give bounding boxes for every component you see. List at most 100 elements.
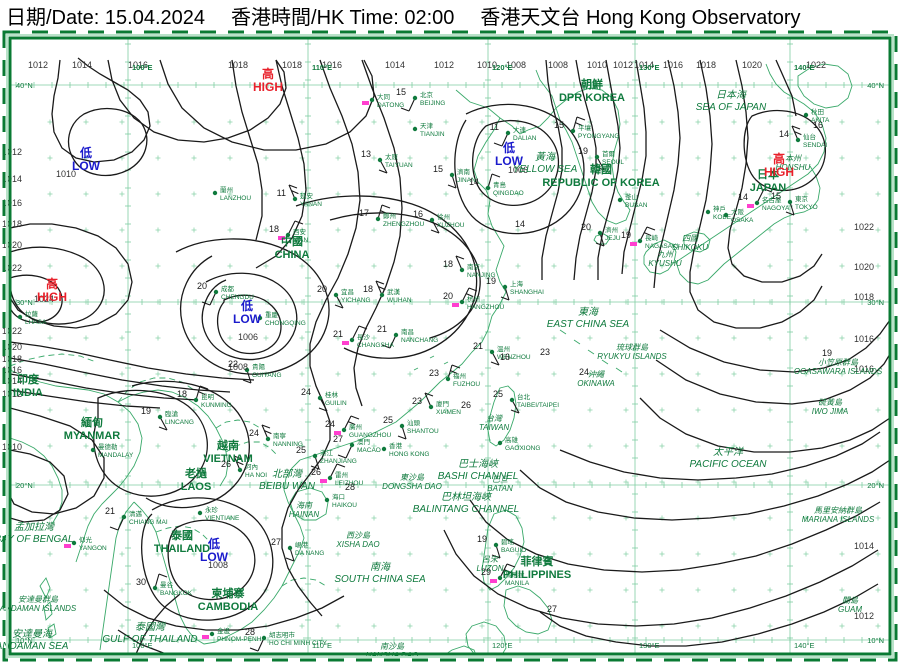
temperature-value: 16 <box>500 352 510 362</box>
surface-analysis-chart[interactable]: 1012 1014 1016 1018 1018 1016 1014 1012 1010 1008… <box>0 30 900 662</box>
svg-text:DPR KOREA: DPR KOREA <box>559 92 625 104</box>
svg-text:LOW: LOW <box>72 159 101 173</box>
svg-text:KYUSHU: KYUSHU <box>648 259 682 268</box>
svg-text:南寧: 南寧 <box>273 431 287 440</box>
svg-text:BAY OF BENGAL: BAY OF BENGAL <box>0 534 73 545</box>
station-dot <box>459 267 465 273</box>
isobar-label: 1010 <box>587 60 607 70</box>
svg-text:HIGH: HIGH <box>764 165 794 179</box>
isobar-label: 1018 <box>282 60 302 70</box>
svg-text:YELLOW SEA: YELLOW SEA <box>513 164 578 175</box>
isobar-label: 1006 <box>238 332 258 342</box>
station-dot <box>412 126 418 132</box>
svg-text:OGASAWARA ISLANDS: OGASAWARA ISLANDS <box>794 367 883 376</box>
svg-text:延安: 延安 <box>300 191 314 200</box>
svg-text:XIAN: XIAN <box>293 237 308 244</box>
station-dot <box>493 542 499 548</box>
station-dot <box>445 376 451 382</box>
weather-map[interactable]: 1012 1014 1016 1018 1018 1016 1014 1012 1010 1008… <box>0 30 900 662</box>
latitude-label: 20°N <box>867 481 884 490</box>
longitude-label: 130°E <box>639 641 660 650</box>
station-dot <box>377 157 383 163</box>
svg-text:馬里安納群島: 馬里安納群島 <box>814 506 863 515</box>
latitude-label: 40°N <box>16 81 33 90</box>
svg-text:大連: 大連 <box>513 125 527 134</box>
svg-text:SHIKOKU: SHIKOKU <box>672 243 708 252</box>
station-temperature: 14 <box>779 129 789 139</box>
svg-text:重慶: 重慶 <box>265 310 279 319</box>
station-temperature: 14 <box>469 177 479 187</box>
longitude-label: 140°E <box>794 63 815 72</box>
isobar-label: 1016 <box>2 365 22 375</box>
station-dot <box>617 197 623 203</box>
isobar-label: 1020 <box>854 262 874 272</box>
isobar-label: 1012 <box>854 611 874 621</box>
isobar-label: 1012 <box>2 389 22 399</box>
svg-text:DALIAN: DALIAN <box>513 135 537 142</box>
temperature-value: 14 <box>515 219 525 229</box>
svg-text:IWO JIMA: IWO JIMA <box>812 407 848 416</box>
station-temperature: 15 <box>771 191 781 201</box>
svg-text:YICHANG: YICHANG <box>341 297 371 304</box>
station-dot <box>265 436 271 442</box>
svg-text:BUSAN: BUSAN <box>625 202 648 209</box>
station-temperature: 19 <box>486 276 496 286</box>
svg-text:TAIBEI/TAIPEI: TAIBEI/TAIPEI <box>517 402 559 409</box>
latitude-label: 10°N <box>16 636 33 645</box>
station-temperature: 27 <box>271 537 281 547</box>
station-dot <box>429 217 435 223</box>
longitude-label: 120°E <box>492 63 513 72</box>
svg-text:INDIA: INDIA <box>13 387 43 399</box>
isobar-label: 1022 <box>806 60 826 70</box>
svg-text:杭州: 杭州 <box>467 294 480 303</box>
isobar-label: 1018 <box>2 219 22 229</box>
svg-text:HANGZHOU: HANGZHOU <box>467 304 505 311</box>
isobar-label: 1012 <box>613 60 633 70</box>
svg-text:溫州: 溫州 <box>497 344 510 353</box>
svg-text:上海: 上海 <box>510 279 524 288</box>
svg-text:福州: 福州 <box>453 371 466 380</box>
svg-text:臨滄: 臨滄 <box>165 409 179 418</box>
svg-text:小笠原群島: 小笠原群島 <box>818 358 859 367</box>
station-dot <box>502 284 508 290</box>
present-weather-symbol <box>278 236 285 240</box>
svg-text:河內: 河內 <box>245 462 258 471</box>
station-dot <box>90 447 96 453</box>
latitude-label: 30°N <box>16 298 33 307</box>
svg-text:雷州: 雷州 <box>335 471 348 479</box>
station-temperature: 25 <box>296 445 306 455</box>
svg-text:EAST CHINA SEA: EAST CHINA SEA <box>547 319 630 330</box>
svg-text:曼德勒: 曼德勒 <box>98 442 118 451</box>
svg-text:緬甸: 緬甸 <box>81 415 103 429</box>
svg-text:神戶: 神戶 <box>713 204 726 213</box>
svg-text:PHNOM-PENH: PHNOM-PENH <box>217 636 262 643</box>
isobar-label: 1016 <box>663 60 683 70</box>
svg-text:HIGH: HIGH <box>253 80 283 94</box>
svg-text:HIGH: HIGH <box>37 290 67 304</box>
svg-text:孟加拉灣: 孟加拉灣 <box>14 521 56 533</box>
svg-text:青島: 青島 <box>493 180 507 189</box>
svg-text:汕頭: 汕頭 <box>407 418 421 427</box>
